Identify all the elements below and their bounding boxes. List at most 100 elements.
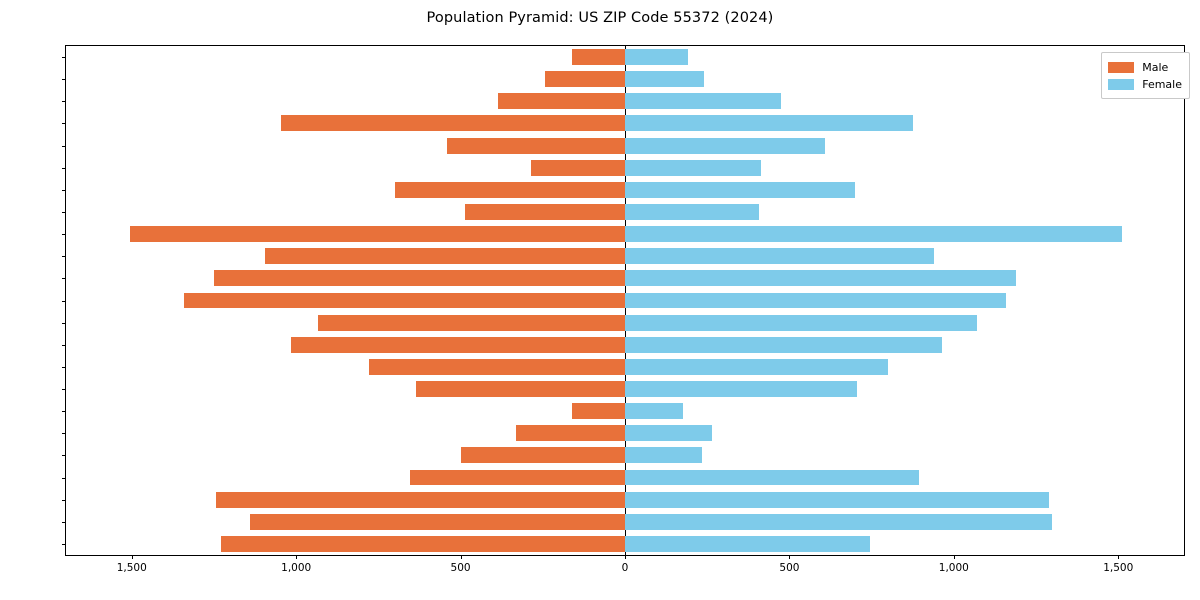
pyramid-row	[66, 513, 1184, 530]
pyramid-row	[66, 226, 1184, 243]
bar-female	[625, 513, 1053, 530]
y-tick-mark	[62, 145, 66, 147]
bar-male	[571, 49, 625, 66]
plot-inner: 85+80-8475-7970-7467-6965-6662-6460-6155…	[62, 46, 1184, 574]
pyramid-row	[66, 204, 1184, 220]
pyramid-row	[66, 314, 1184, 331]
legend-item-male: Male	[1108, 59, 1182, 75]
bar-female	[625, 204, 759, 220]
pyramid-row	[66, 403, 1184, 420]
y-tick-mark	[62, 101, 66, 103]
chart-title: Population Pyramid: US ZIP Code 55372 (2…	[426, 10, 774, 26]
y-tick-mark	[62, 123, 66, 125]
bar-female	[625, 358, 889, 375]
bar-male	[464, 204, 625, 220]
bar-female	[625, 115, 913, 132]
pyramid-row	[66, 71, 1184, 88]
x-tick-label: 1,000	[281, 562, 312, 574]
pyramid-row	[66, 248, 1184, 265]
bar-female	[625, 49, 689, 66]
chart-legend: Male Female	[1101, 52, 1190, 99]
bar-female	[625, 469, 920, 486]
bar-female	[625, 93, 781, 110]
pyramid-row	[66, 336, 1184, 353]
x-tick-label: 1,000	[938, 562, 969, 574]
y-tick-mark	[62, 499, 66, 501]
x-tick-label: 500	[779, 562, 800, 574]
y-tick-mark	[62, 433, 66, 435]
y-tick-mark	[62, 389, 66, 391]
x-tick-label: 0	[621, 562, 629, 574]
legend-label-male: Male	[1142, 60, 1169, 74]
pyramid-row	[66, 358, 1184, 375]
pyramid-row	[66, 270, 1184, 287]
bar-male	[317, 314, 625, 331]
bar-female	[625, 137, 825, 154]
y-tick-mark	[62, 57, 66, 59]
bar-male	[213, 270, 625, 287]
bar-female	[625, 270, 1017, 287]
legend-swatch-female-icon	[1108, 78, 1135, 90]
x-tick-mark	[1118, 555, 1120, 559]
bar-male	[394, 181, 625, 198]
bar-male	[416, 381, 625, 397]
bar-male	[409, 469, 625, 486]
y-tick-mark	[62, 344, 66, 346]
bar-male	[250, 513, 625, 530]
bar-male	[498, 93, 625, 110]
y-tick-mark	[62, 234, 66, 236]
bar-male	[280, 115, 625, 132]
y-tick-mark	[62, 256, 66, 258]
pyramid-row	[66, 535, 1184, 552]
x-tick-label: 500	[450, 562, 471, 574]
y-tick-mark	[62, 278, 66, 280]
bar-female	[625, 491, 1050, 508]
y-tick-mark	[62, 366, 66, 368]
y-tick-mark	[62, 300, 66, 302]
x-tick-mark	[460, 555, 462, 559]
x-tick-label: 1,500	[116, 562, 147, 574]
x-tick-mark	[296, 555, 298, 559]
y-tick-mark	[62, 543, 66, 545]
pyramid-row	[66, 469, 1184, 486]
y-tick-mark	[62, 521, 66, 523]
bar-male	[264, 248, 625, 265]
bar-male	[130, 226, 625, 243]
y-tick-mark	[62, 189, 66, 191]
x-tick-mark	[625, 555, 626, 559]
x-tick-label: 1,500	[1103, 562, 1134, 574]
pyramid-row	[66, 381, 1184, 397]
bar-female	[625, 403, 683, 420]
bar-male	[368, 358, 625, 375]
pyramid-row	[66, 491, 1184, 508]
y-tick-mark	[62, 167, 66, 169]
legend-label-female: Female	[1142, 77, 1182, 91]
plot-area: 85+80-8475-7970-7467-6965-6662-6460-6155…	[62, 45, 1185, 574]
pyramid-row	[66, 93, 1184, 110]
x-tick-mark	[789, 555, 791, 559]
bar-female	[625, 336, 943, 353]
y-tick-mark	[62, 411, 66, 413]
bar-female	[625, 314, 977, 331]
x-tick-mark	[131, 555, 133, 559]
bar-male	[215, 491, 625, 508]
pyramid-row	[66, 49, 1184, 66]
bar-male	[572, 403, 625, 420]
bar-female	[625, 381, 857, 397]
bar-female	[625, 248, 935, 265]
bar-female	[625, 226, 1122, 243]
bar-male	[184, 292, 625, 309]
bar-female	[625, 447, 703, 464]
bar-female	[625, 535, 870, 552]
bar-male	[291, 336, 625, 353]
legend-item-female: Female	[1108, 76, 1182, 92]
bar-male	[545, 71, 625, 88]
pyramid-row	[66, 159, 1184, 176]
bar-female	[625, 425, 713, 442]
bar-male	[446, 137, 625, 154]
x-tick-mark	[953, 555, 955, 559]
y-tick-mark	[62, 79, 66, 81]
bar-male	[460, 447, 625, 464]
y-tick-mark	[62, 455, 66, 457]
